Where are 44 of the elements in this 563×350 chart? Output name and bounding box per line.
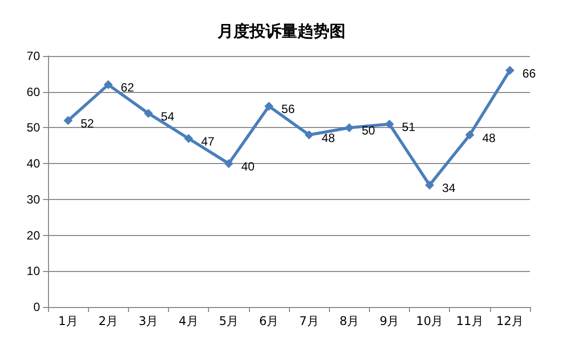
- y-tick-label: 10: [26, 264, 40, 278]
- point: [144, 108, 153, 118]
- data-label: 40: [241, 160, 255, 174]
- point: [104, 80, 113, 90]
- data-label: 50: [362, 124, 376, 138]
- point: [304, 130, 314, 140]
- y-tick-label: 50: [26, 120, 40, 135]
- point: [264, 102, 274, 111]
- data-label: 66: [522, 66, 536, 80]
- x-tick-label: 12月: [496, 314, 524, 328]
- y-tick-label: 30: [26, 192, 40, 206]
- x-tick-label: 6月: [259, 314, 279, 328]
- data-label: 34: [442, 181, 456, 196]
- data-label: 54: [160, 109, 175, 124]
- x-tick-label: 2月: [98, 314, 118, 328]
- x-tick-label: 11月: [456, 314, 484, 328]
- y-tick-label: 40: [26, 156, 40, 171]
- data-label: 51: [402, 120, 416, 134]
- data-label: 48: [482, 130, 496, 145]
- y-tick-label: 20: [26, 228, 40, 242]
- x-tick-label: 9月: [380, 314, 400, 328]
- data-label: 62: [120, 80, 134, 95]
- point: [465, 130, 474, 140]
- y-tick-label: 60: [26, 84, 40, 99]
- data-label: 56: [281, 102, 296, 116]
- y-tick-label: 70: [26, 49, 40, 63]
- point: [184, 134, 194, 143]
- x-tick-label: 5月: [218, 314, 239, 328]
- x-tick-label: 7月: [299, 314, 319, 328]
- y-tick-label: 0: [33, 300, 40, 314]
- point: [344, 123, 354, 132]
- data-label: 48: [322, 130, 336, 145]
- data-label: 52: [80, 116, 94, 131]
- x-tick-label: 3月: [138, 314, 158, 328]
- point: [64, 116, 73, 126]
- x-tick-label: 10月: [416, 314, 444, 328]
- x-tick-label: 8月: [339, 314, 360, 328]
- x-tick-label: 4月: [178, 314, 198, 328]
- chart-title: 月度投诉量趋势图: [216, 22, 346, 40]
- point: [224, 159, 234, 168]
- data-label: 47: [201, 134, 215, 148]
- x-tick-label: 1月: [58, 314, 78, 328]
- point: [425, 180, 434, 190]
- point: [505, 66, 514, 75]
